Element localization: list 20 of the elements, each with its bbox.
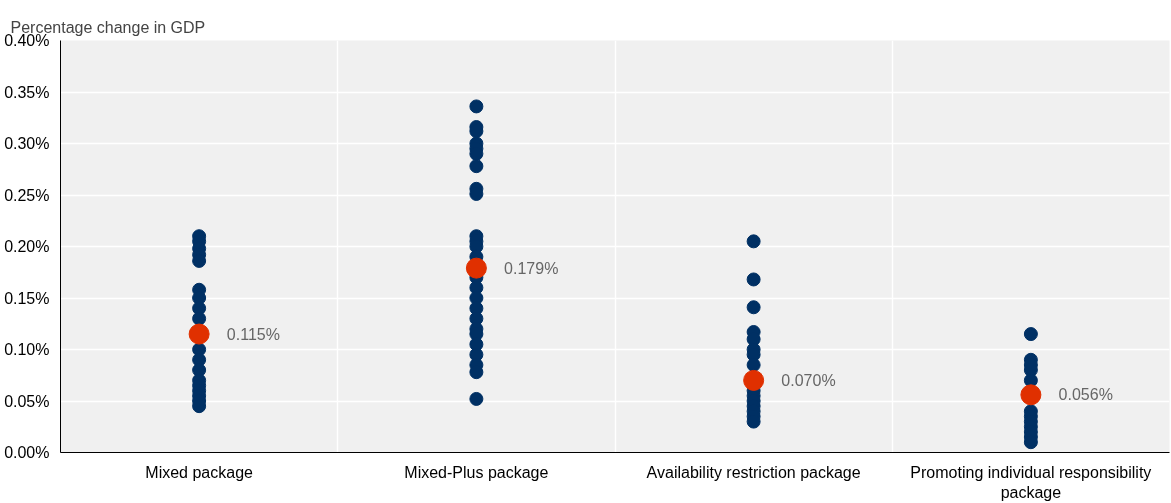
y-tick-label: 0.30% <box>4 135 50 152</box>
y-tick-label: 0.25% <box>4 186 50 204</box>
y-tick-label: 0.05% <box>4 392 50 410</box>
x-tick-label: Mixed package <box>145 463 254 481</box>
y-tick-label: 0.00% <box>4 444 50 461</box>
point <box>1020 384 1042 406</box>
point <box>188 323 210 345</box>
data-label: 0.115% <box>226 325 280 343</box>
data-label: 0.056% <box>1058 386 1113 404</box>
y-tick-label: 0.10% <box>4 341 50 358</box>
x-tick-label: Promoting individual responsibility package <box>910 463 1152 501</box>
y-tick-label: 0.35% <box>4 83 50 101</box>
x-tick-label: Availability restriction package <box>646 463 861 481</box>
y-tick-label: 0.20% <box>4 238 50 255</box>
y-tick-label: 0.15% <box>4 289 50 307</box>
data-label: 0.070% <box>781 371 836 389</box>
x-tick-label: Mixed-Plus package <box>404 463 549 481</box>
point <box>465 257 487 279</box>
point <box>743 369 765 391</box>
data-label: 0.179% <box>504 259 559 277</box>
